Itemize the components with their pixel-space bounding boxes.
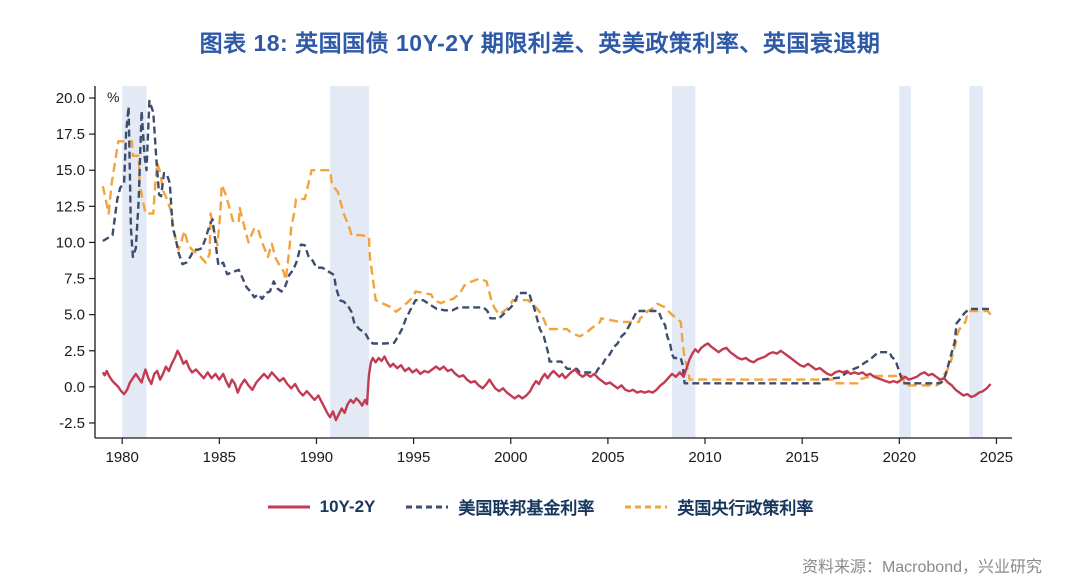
y-tick-label: -2.5: [59, 415, 85, 432]
line-spread-10y-2y: [101, 342, 992, 422]
chart-title: 图表 18: 英国国债 10Y-2Y 期限利差、英美政策利率、英国衰退期: [199, 30, 881, 56]
legend-item-spread-10y-2y: 10Y-2Y: [267, 496, 376, 517]
line-uk-boe-policy-rate: [101, 140, 992, 387]
legend-line-sample-fed-funds: [406, 505, 449, 508]
x-tick-label: 2000: [494, 449, 527, 466]
y-tick-label: 12.5: [56, 198, 85, 215]
recession-band: [969, 86, 983, 438]
y-tick-label: 20.0: [56, 90, 85, 107]
y-tick-label: 5.0: [64, 307, 85, 324]
legend-label-fed-funds: 美国联邦基金利率: [458, 499, 595, 518]
y-tick-label: 10.0: [56, 234, 85, 251]
x-tick-label: 2025: [980, 449, 1013, 466]
chart-canvas: 20.0 17.5 15.0 12.5 10.0 7.5 5.0 2.5 0.0 -2.5 1980…: [56, 86, 1013, 466]
legend-line-sample-boe-rate: [625, 505, 668, 508]
x-tick-label: 2020: [883, 449, 916, 466]
legend-item-uk-boe-policy-rate: 英国央行政策利率: [624, 494, 813, 519]
y-tick-label: 7.5: [64, 271, 85, 288]
legend: 10Y-2Y 美国联邦基金利率 英国央行政策利率: [0, 494, 1080, 519]
source-note: 资料来源：Macrobond，兴业研究: [801, 559, 1042, 576]
legend-line-sample-10y2y: [267, 505, 310, 508]
recession-band: [672, 86, 696, 438]
x-tick-label: 1985: [203, 449, 236, 466]
line-us-fed-funds-rate: [102, 99, 991, 385]
x-tick-label: 1990: [300, 449, 333, 466]
y-axis-unit-label: %: [107, 89, 119, 105]
legend-item-us-fed-funds-rate: 美国联邦基金利率: [405, 494, 594, 519]
recession-band: [330, 86, 369, 438]
x-tick-label: 2005: [591, 449, 624, 466]
legend-label-boe-rate: 英国央行政策利率: [677, 499, 814, 518]
legend-label-10y2y: 10Y-2Y: [319, 496, 376, 516]
x-tick-label: 1980: [106, 449, 139, 466]
recession-band: [899, 86, 911, 438]
x-tick-label: 1995: [397, 449, 430, 466]
y-tick-label: 17.5: [56, 126, 85, 143]
x-tick-label: 2010: [688, 449, 721, 466]
y-tick-label: 0.0: [64, 379, 85, 396]
x-tick-label: 2015: [785, 449, 818, 466]
y-tick-label: 2.5: [64, 343, 85, 360]
y-tick-label: 15.0: [56, 162, 85, 179]
